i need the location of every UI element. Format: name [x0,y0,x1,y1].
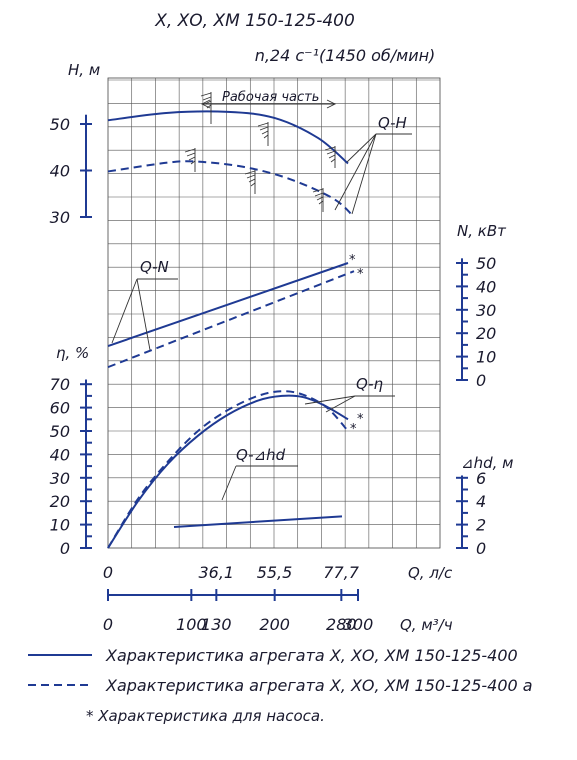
hd-axis-label: ⊿hd, м [461,454,513,472]
work-zone-hatch [202,96,212,101]
work-zone-arrow-head-right [326,99,337,109]
star-n-solid: * [349,253,356,268]
work-zone-hatch [261,130,269,135]
q-m3h-tick-label: 100 [176,615,207,634]
work-zone-hatch [200,92,212,97]
series-QH-dashed-line [107,160,355,218]
qeta-label: Q-η [356,375,383,393]
q-m3h-tick-label: 130 [201,615,232,634]
legend-solid-label: Характеристика агрегата Х, ХО, ХМ 150-12… [105,646,518,665]
q-ls-tick-label: 55,5 [257,563,293,582]
n-axis-tick-label: 40 [476,277,496,296]
work-zone-hatch [188,156,196,161]
star-n-dashed: * [357,267,364,282]
n-axis-tick-label: 0 [476,371,486,390]
series-Qη-solid-line [107,394,349,549]
label-leader-line [221,465,237,501]
work-zone-hatch [259,126,269,131]
n-axis-tick-label: 20 [476,324,496,343]
eta-axis-tick-label: 50 [50,422,70,441]
series-QN-solid-line [107,262,349,348]
work-zone-hatch [314,192,324,197]
work-zone-hatch [204,100,212,105]
work-zone-hatch [244,170,256,175]
work-zone-hatch [330,158,336,163]
qh-label: Q-H [378,114,407,132]
star-eta-solid: * [357,412,364,427]
work-zone-hatch [312,188,324,193]
h-axis-label: Н, м [68,61,100,79]
n-axis-tick-label: 10 [476,348,496,367]
h-axis-tick-label: 40 [50,162,70,181]
q-ls-tick-label: 36,1 [198,563,234,582]
q-m3h-axis-label: Q, м³/ч [400,616,453,634]
work-zone-hatch [318,200,324,205]
qn-label: Q-N [140,258,169,276]
work-zone-hatch [326,150,336,155]
chart-subtitle: n,24 с⁻¹(1450 об/мин) [255,46,436,65]
work-zone-hatch [328,154,336,159]
legend-dashed-label: Характеристика агрегата Х, ХО, ХМ 150-12… [105,676,533,695]
label-leader-line [111,278,138,344]
work-zone-hatch [316,196,324,201]
grid [107,77,441,549]
q-ls-tick-label: 0 [103,563,113,582]
hd-axis-tick-label: 4 [476,492,486,511]
label-leader-line [136,278,151,351]
q-ls-axis-label: Q, л/с [408,564,453,582]
work-zone-hatch [190,160,196,165]
eta-axis-tick-label: 20 [50,492,70,511]
hd-axis-tick-label: 6 [476,469,486,488]
h-axis-tick-label: 50 [50,115,70,134]
label-leader-line [346,133,377,163]
eta-axis-tick-label: 30 [50,469,70,488]
hd-axis-tick-label: 0 [476,539,486,558]
eta-axis-tick-label: 70 [50,375,70,394]
work-zone-hatch [248,178,256,183]
series-QH-solid-line [107,110,349,165]
work-zone-hatch [250,182,256,187]
label-leader-line [304,395,356,405]
n-axis-tick-label: 30 [476,301,496,320]
eta-axis-tick-label: 60 [50,399,70,418]
work-zone-hatch [206,104,212,109]
hd-axis-tick-label: 2 [476,516,486,535]
label-leader-line [325,395,356,413]
q-m3h-tick-label: 300 [343,615,374,634]
series-Q⊿hd-solid-line [173,515,343,528]
eta-axis-tick-label: 0 [60,539,70,558]
work-zone-hatch [324,146,336,151]
series-Qη-dashed-line [107,390,349,549]
series-QN-dashed-line [107,270,355,369]
work-zone-label: Рабочая часть [222,90,319,105]
legend-note: * Характеристика для насоса. [86,707,325,725]
label-leader-line [351,133,377,215]
chart-title: Х, ХО, ХМ 150-125-400 [154,11,355,31]
eta-axis-tick-label: 10 [50,516,70,535]
q-ls-tick-label: 77,7 [323,563,359,582]
curves [107,92,412,549]
q-m3h-tick-label: 0 [103,615,113,634]
label-leader-line [334,133,377,211]
eta-axis-tick-label: 40 [50,445,70,464]
work-zone-arrow-head-left [200,99,211,109]
eta-axis-label: η, % [56,344,89,362]
n-axis-tick-label: 50 [476,254,496,273]
work-zone-hatch [263,134,269,139]
qhd-label: Q-⊿hd [236,446,286,464]
star-eta-dashed: * [350,422,357,437]
work-zone-hatch [184,148,196,153]
q-m3h-tick-label: 200 [259,615,290,634]
n-axis-label: N, кВт [457,222,507,240]
work-zone-hatch [257,122,269,127]
q-m3h-tick-label: 280 [326,615,357,634]
work-zone-hatch [246,174,256,179]
work-zone-hatch [186,152,196,157]
h-axis-tick-label: 30 [50,208,70,227]
